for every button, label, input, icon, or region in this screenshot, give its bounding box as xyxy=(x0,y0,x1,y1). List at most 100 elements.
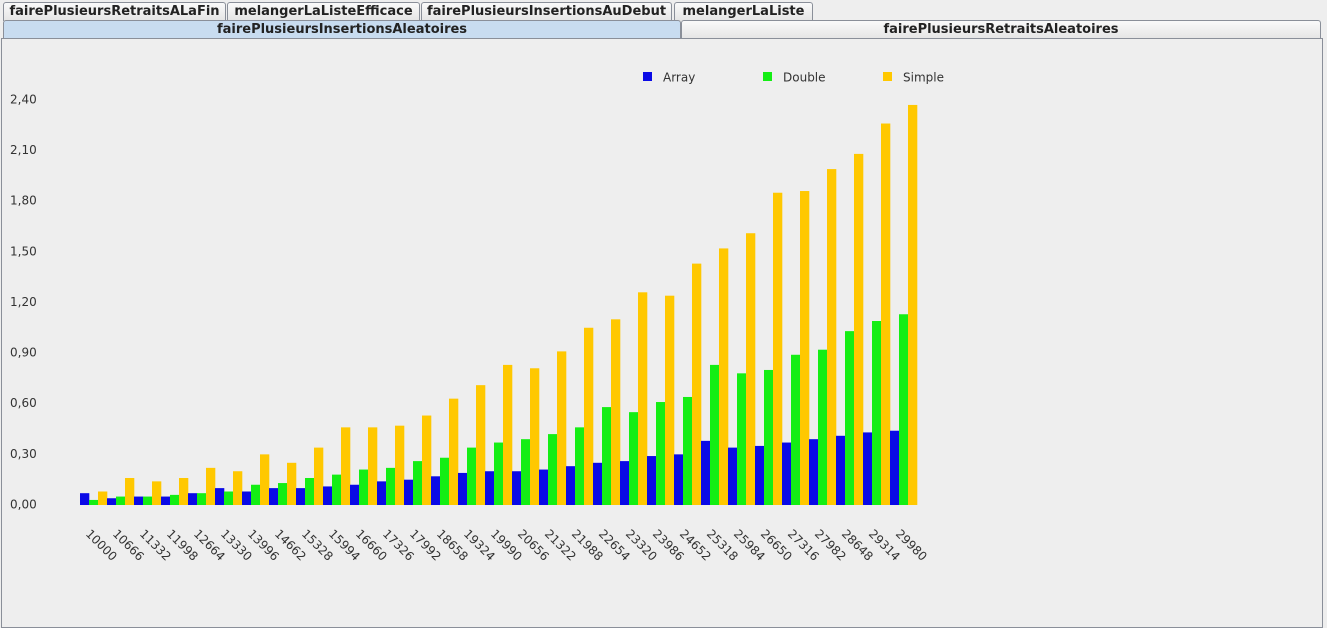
bar xyxy=(206,467,216,505)
bar xyxy=(269,488,279,505)
bar xyxy=(908,104,918,505)
bar xyxy=(818,349,828,505)
bar xyxy=(521,439,531,505)
legend-swatch xyxy=(883,72,892,81)
bar xyxy=(719,248,729,505)
bar xyxy=(404,479,414,505)
y-tick-label: 2,40 xyxy=(10,92,37,106)
legend-swatch xyxy=(763,72,772,81)
bar xyxy=(674,454,684,505)
y-tick-label: 2,10 xyxy=(10,143,37,157)
legend-label: Simple xyxy=(903,71,944,85)
bar xyxy=(638,292,648,505)
bar xyxy=(530,368,540,505)
bar xyxy=(368,427,378,505)
legend-label: Array xyxy=(663,71,695,85)
bar xyxy=(395,425,405,505)
tab[interactable]: fairePlusieursRetraitsALaFin xyxy=(3,2,226,21)
bar xyxy=(89,499,99,505)
bar xyxy=(728,447,738,505)
bar xyxy=(773,192,783,505)
bar xyxy=(809,439,819,505)
bar xyxy=(152,481,162,505)
bar xyxy=(440,457,450,505)
bar xyxy=(215,488,225,505)
bar xyxy=(332,474,342,505)
bar xyxy=(683,396,693,505)
bar xyxy=(602,407,612,505)
bar xyxy=(620,461,630,505)
bar xyxy=(512,471,522,505)
bar xyxy=(296,488,306,505)
bar xyxy=(701,440,711,505)
legend-label: Double xyxy=(783,71,826,85)
bar xyxy=(134,496,144,505)
bar xyxy=(791,354,801,505)
bar xyxy=(251,484,261,505)
bar xyxy=(755,445,765,505)
bar xyxy=(539,469,549,505)
bar xyxy=(845,331,855,505)
bar xyxy=(305,477,315,505)
y-tick-label: 0,60 xyxy=(10,396,37,410)
bar xyxy=(746,233,756,505)
bar xyxy=(98,491,108,505)
bar xyxy=(593,462,603,505)
bar xyxy=(611,319,621,505)
bar xyxy=(359,469,369,505)
bar xyxy=(899,314,909,505)
bar xyxy=(242,491,252,505)
bar xyxy=(872,321,882,505)
y-tick-label: 0,00 xyxy=(10,498,37,512)
bar xyxy=(485,471,495,505)
bar xyxy=(656,402,666,505)
bar xyxy=(692,263,702,505)
bar xyxy=(584,327,594,505)
bar xyxy=(350,484,360,505)
bar xyxy=(260,454,270,505)
bar xyxy=(827,169,837,505)
bar xyxy=(278,483,288,505)
tab-selected[interactable]: fairePlusieursInsertionsAleatoires xyxy=(3,20,681,39)
bar xyxy=(557,351,567,505)
bar xyxy=(881,123,891,506)
tab[interactable]: melangerLaListe xyxy=(674,2,813,21)
bar xyxy=(467,447,477,505)
bar xyxy=(863,432,873,505)
bar xyxy=(143,496,153,505)
tab[interactable]: fairePlusieursRetraitsAleatoires xyxy=(681,20,1321,39)
bar xyxy=(179,477,189,505)
bar xyxy=(854,153,864,505)
bar xyxy=(224,491,234,505)
y-tick-label: 1,80 xyxy=(10,194,37,208)
y-tick-label: 0,90 xyxy=(10,346,37,360)
bar xyxy=(449,398,459,505)
bar xyxy=(566,466,576,505)
bar xyxy=(575,427,585,505)
bar xyxy=(413,461,423,505)
bar xyxy=(341,427,351,505)
bar xyxy=(161,496,171,505)
bar xyxy=(170,494,180,505)
tab[interactable]: melangerLaListeEfficace xyxy=(227,2,420,21)
bar xyxy=(629,412,639,505)
bar xyxy=(503,364,513,505)
bar xyxy=(548,434,558,505)
bar xyxy=(116,496,126,505)
bar xyxy=(494,442,504,505)
y-tick-label: 0,30 xyxy=(10,447,37,461)
tab[interactable]: fairePlusieursInsertionsAuDebut xyxy=(421,2,672,21)
bar xyxy=(710,364,720,505)
bar xyxy=(197,493,207,505)
bar xyxy=(764,369,774,505)
bar xyxy=(287,462,297,505)
y-tick-label: 1,50 xyxy=(10,244,37,258)
bar xyxy=(431,476,441,505)
bar xyxy=(80,493,90,505)
bar xyxy=(665,295,675,505)
bar xyxy=(386,467,396,505)
bar xyxy=(476,385,486,505)
legend-swatch xyxy=(643,72,652,81)
y-tick-label: 1,20 xyxy=(10,295,37,309)
